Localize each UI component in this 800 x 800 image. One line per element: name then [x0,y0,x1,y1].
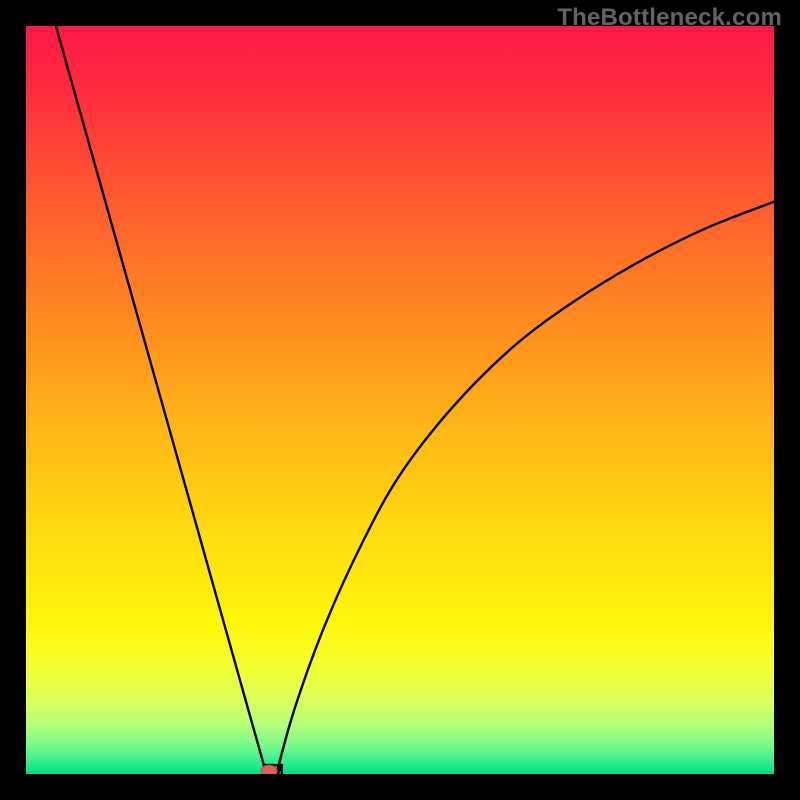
chart-frame: TheBottleneck.com [0,0,800,800]
border-bottom [0,774,800,800]
border-left [0,0,26,800]
watermark-text: TheBottleneck.com [557,4,782,32]
gradient-background [26,26,774,774]
bottleneck-chart-svg [0,0,800,800]
border-right [774,0,800,800]
